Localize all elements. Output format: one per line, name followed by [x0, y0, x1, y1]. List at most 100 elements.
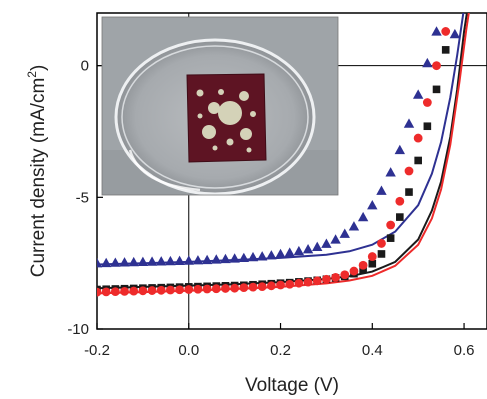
triangle-point: [174, 255, 185, 265]
triangle-point: [422, 57, 433, 68]
x-tick-label: 0.2: [270, 342, 291, 359]
device-opening: [246, 147, 252, 153]
triangle-point: [229, 253, 240, 263]
square-point: [414, 156, 422, 165]
triangle-point: [238, 252, 250, 263]
triangle-point: [156, 256, 167, 266]
circle-point: [349, 266, 359, 276]
triangle-point: [275, 248, 286, 259]
device-opening: [212, 145, 218, 151]
fit-line: [97, 13, 468, 290]
circle-point: [294, 278, 304, 288]
circle-point: [395, 196, 405, 206]
circle-point: [230, 283, 240, 293]
inset-border: [101, 16, 339, 196]
circle-point: [147, 286, 157, 295]
triangle-point: [284, 247, 295, 257]
device-opening: [240, 128, 252, 140]
triangle-point: [119, 257, 130, 267]
square-point: [359, 265, 367, 274]
series-group: [97, 13, 470, 297]
circle-point: [432, 61, 441, 71]
triangle-point: [321, 238, 332, 248]
circle-point: [303, 277, 313, 287]
axis-ticks: [96, 65, 465, 330]
fit-line: [97, 13, 470, 295]
triangle-point: [431, 26, 442, 36]
triangle-point: [247, 251, 259, 262]
triangle-point: [211, 254, 222, 264]
circle-point: [322, 274, 331, 284]
triangle-point: [256, 251, 268, 261]
triangle-point: [449, 28, 461, 39]
circle-point: [239, 283, 249, 293]
square-point: [423, 122, 432, 131]
triangle-point: [220, 253, 231, 264]
circle-point: [101, 287, 111, 297]
square-point: [396, 213, 404, 221]
x-tick-label: 0.0: [178, 342, 199, 359]
petri-dish-rim: [121, 45, 309, 189]
square-point: [368, 259, 377, 268]
y-tick-label: -10: [67, 321, 89, 338]
circle-point: [156, 285, 166, 295]
y-axis-title-sup: 2: [25, 71, 39, 78]
y-axis-title-main: Current density (mA/cm: [28, 78, 49, 278]
circle-point: [386, 220, 396, 230]
circle-point: [193, 284, 203, 294]
triangle-point: [110, 257, 121, 267]
triangle-point: [302, 244, 314, 254]
triangle-point: [385, 167, 396, 177]
circle-point: [285, 279, 295, 289]
circle-point: [331, 272, 340, 282]
square-point: [377, 250, 386, 258]
device-opening: [196, 89, 204, 97]
x-axis-title: Voltage (V): [245, 375, 339, 396]
x-tick-label: -0.2: [84, 342, 110, 359]
circle-point: [377, 239, 386, 248]
triangle-point: [183, 255, 194, 265]
triangle-point: [394, 144, 406, 155]
square-point: [432, 85, 441, 94]
triangle-point: [128, 256, 139, 267]
circle-point: [276, 280, 285, 290]
device-opening: [202, 125, 216, 139]
circle-point: [221, 284, 230, 293]
inset-photo: [101, 16, 339, 196]
triangle-point: [97, 257, 103, 268]
circle-point: [138, 286, 148, 296]
circle-point: [211, 284, 221, 294]
circle-point: [184, 285, 194, 294]
triangle-point: [201, 254, 213, 265]
square-point: [386, 234, 395, 242]
circle-point: [266, 281, 276, 291]
triangle-point: [376, 185, 387, 195]
y-tick-label: 0: [81, 58, 89, 75]
circle-point: [257, 282, 267, 292]
y-axis-title: Current density (mA/cm2): [25, 65, 49, 278]
triangle-point: [266, 250, 277, 260]
device-opening: [218, 101, 242, 125]
y-axis-title-close: ): [28, 65, 49, 71]
y-tick-label: -5: [76, 189, 89, 206]
circle-point: [97, 287, 102, 297]
circle-point: [202, 284, 212, 294]
circle-point: [358, 260, 368, 270]
plot-frame: [96, 12, 487, 330]
triangle-point: [100, 257, 112, 268]
triangle-point: [367, 200, 378, 210]
device-opening: [250, 111, 256, 117]
device-opening: [208, 102, 220, 114]
triangle-point: [339, 228, 350, 238]
triangle-point: [137, 256, 149, 267]
circle-point: [340, 270, 350, 280]
device-opening: [197, 113, 203, 119]
triangle-point: [165, 255, 176, 266]
triangle-point: [348, 221, 360, 231]
circle-point: [413, 133, 423, 143]
tick-labels: -0.2 0.0 0.2 0.4 0.6 -10 -5 0: [67, 58, 474, 359]
device-opening: [239, 91, 249, 101]
circle-point: [441, 27, 451, 36]
triangle-point: [293, 245, 305, 256]
